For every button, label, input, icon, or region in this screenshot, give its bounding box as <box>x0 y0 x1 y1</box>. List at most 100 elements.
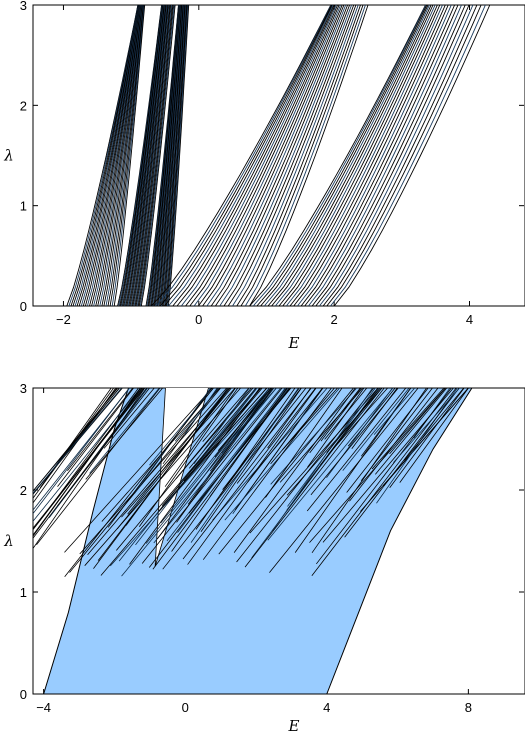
spectral-line <box>342 388 410 471</box>
y-tick-label: 1 <box>20 199 27 214</box>
y-tick-label: 2 <box>20 98 27 113</box>
spectral-line <box>85 388 163 480</box>
spectral-line <box>33 388 146 550</box>
spectral-line <box>163 5 186 306</box>
spectral-line <box>64 388 213 553</box>
spectral-line <box>198 5 343 306</box>
x-tick-label: 8 <box>465 700 472 715</box>
spectral-line <box>160 5 185 306</box>
spectral-line <box>219 5 353 306</box>
spectral-line <box>163 5 333 306</box>
spectral-line <box>95 5 142 306</box>
spectral-line <box>161 5 185 306</box>
spectral-line <box>389 388 446 455</box>
spectral-line <box>399 388 469 483</box>
spectral-line <box>33 388 141 537</box>
spectral-line <box>57 388 134 487</box>
spectral-line <box>232 5 359 306</box>
spectral-line <box>360 388 433 481</box>
spectral-line <box>103 388 155 449</box>
spectral-line <box>373 388 416 435</box>
spectral-line <box>162 388 307 570</box>
spectral-line <box>270 388 358 485</box>
spectral-line <box>155 5 182 306</box>
spectral-line <box>286 388 379 511</box>
spectral-line <box>36 388 161 545</box>
spectral-line <box>121 5 163 306</box>
spectral-line <box>167 5 190 306</box>
spectral-line <box>152 5 181 306</box>
spectral-line <box>210 5 349 306</box>
spectral-line <box>156 388 270 540</box>
spectral-line <box>188 388 291 514</box>
spectral-line <box>182 388 316 560</box>
spectral-line <box>86 5 141 306</box>
spectral-line <box>202 388 332 560</box>
spectral-line <box>326 5 482 306</box>
x-axis-label: E <box>288 717 300 735</box>
spectral-line <box>124 5 165 306</box>
x-tick-label: −4 <box>36 700 51 715</box>
y-axis-label: λ <box>3 147 14 165</box>
spectral-line <box>193 388 250 465</box>
spectral-line <box>330 5 486 306</box>
spectral-line <box>80 5 140 306</box>
spectral-line <box>159 5 332 306</box>
spectral-line <box>162 5 186 306</box>
spectral-line <box>278 5 438 306</box>
spectral-line <box>235 388 324 510</box>
spectral-line <box>132 5 169 306</box>
spectral-line <box>160 388 270 524</box>
spectral-line <box>154 5 182 306</box>
spectral-line <box>91 5 141 306</box>
spectral-line <box>272 388 373 532</box>
spectral-line <box>315 5 470 306</box>
x-tick-label: 2 <box>331 312 338 327</box>
spectral-line <box>89 388 160 474</box>
spectral-line <box>107 5 144 306</box>
y-tick-label: 2 <box>20 483 27 498</box>
spectral-line <box>159 5 184 306</box>
y-tick-label: 0 <box>20 687 27 702</box>
spectral-line <box>33 388 122 494</box>
spectral-line <box>215 5 351 306</box>
spectral-line <box>152 388 290 570</box>
spectral-line <box>164 5 188 306</box>
spectral-line <box>33 388 130 515</box>
spectral-line <box>200 388 302 532</box>
spectral-line <box>267 388 394 541</box>
spectral-line <box>84 5 140 306</box>
spectral-line <box>135 388 258 546</box>
spectral-line <box>101 388 221 522</box>
spectral-line <box>176 5 336 306</box>
spectral-line <box>153 5 181 306</box>
spectral-line <box>136 5 173 306</box>
spectral-line <box>322 388 454 543</box>
spectral-line <box>333 5 491 306</box>
spectral-line <box>240 5 364 306</box>
spectral-line <box>285 5 443 306</box>
spectral-line <box>122 5 164 306</box>
spectral-line <box>133 5 170 306</box>
spectral-line <box>127 5 166 306</box>
spectral-line <box>166 5 189 306</box>
spectral-line <box>256 5 428 306</box>
spectral-line <box>123 5 164 306</box>
spectral-line <box>93 5 142 306</box>
spectral-line <box>271 5 434 306</box>
filled-band <box>43 388 473 694</box>
spectral-line <box>206 5 347 306</box>
spectral-line <box>128 5 167 306</box>
x-tick-label: 0 <box>182 700 189 715</box>
spectral-line <box>158 5 184 306</box>
spectral-line <box>320 388 362 442</box>
spectral-line <box>252 5 427 306</box>
y-tick-label: 3 <box>20 0 27 13</box>
spectral-line <box>308 5 462 306</box>
spectral-line <box>134 388 211 494</box>
spectral-line <box>89 5 141 306</box>
spectral-line <box>281 388 338 451</box>
spectral-line <box>344 388 460 538</box>
spectral-line <box>99 5 143 306</box>
spectral-line <box>263 5 430 306</box>
